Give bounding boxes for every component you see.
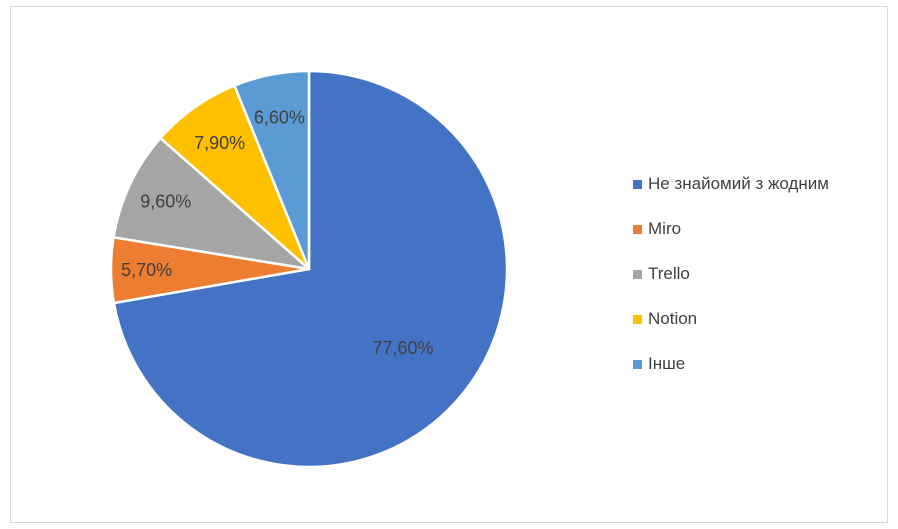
legend-label: Miro	[648, 219, 681, 239]
legend-swatch	[633, 270, 642, 279]
chart-area: 77,60% 5,70% 9,60% 7,90% 6,60% Не знайомий з…	[10, 6, 888, 523]
legend-label: Не знайомий з жодним	[648, 174, 829, 194]
legend-item-2: Miro	[633, 218, 898, 240]
legend-item-4: Notion	[633, 308, 898, 330]
legend: Не знайомий з жодним Miro Trello Notion Інше	[633, 173, 898, 398]
legend-swatch	[633, 315, 642, 324]
data-label-5: 6,60%	[254, 107, 305, 127]
legend-label: Інше	[648, 354, 685, 374]
legend-label: Trello	[648, 264, 690, 284]
legend-swatch	[633, 180, 642, 189]
legend-item-1: Не знайомий з жодним	[633, 173, 898, 195]
legend-swatch	[633, 225, 642, 234]
legend-item-3: Trello	[633, 263, 898, 285]
data-label-2: 5,70%	[121, 260, 172, 280]
legend-swatch	[633, 360, 642, 369]
data-label-1: 77,60%	[372, 338, 433, 358]
legend-label: Notion	[648, 309, 697, 329]
data-label-4: 7,90%	[194, 133, 245, 153]
data-label-3: 9,60%	[140, 191, 191, 211]
legend-item-5: Інше	[633, 353, 898, 375]
